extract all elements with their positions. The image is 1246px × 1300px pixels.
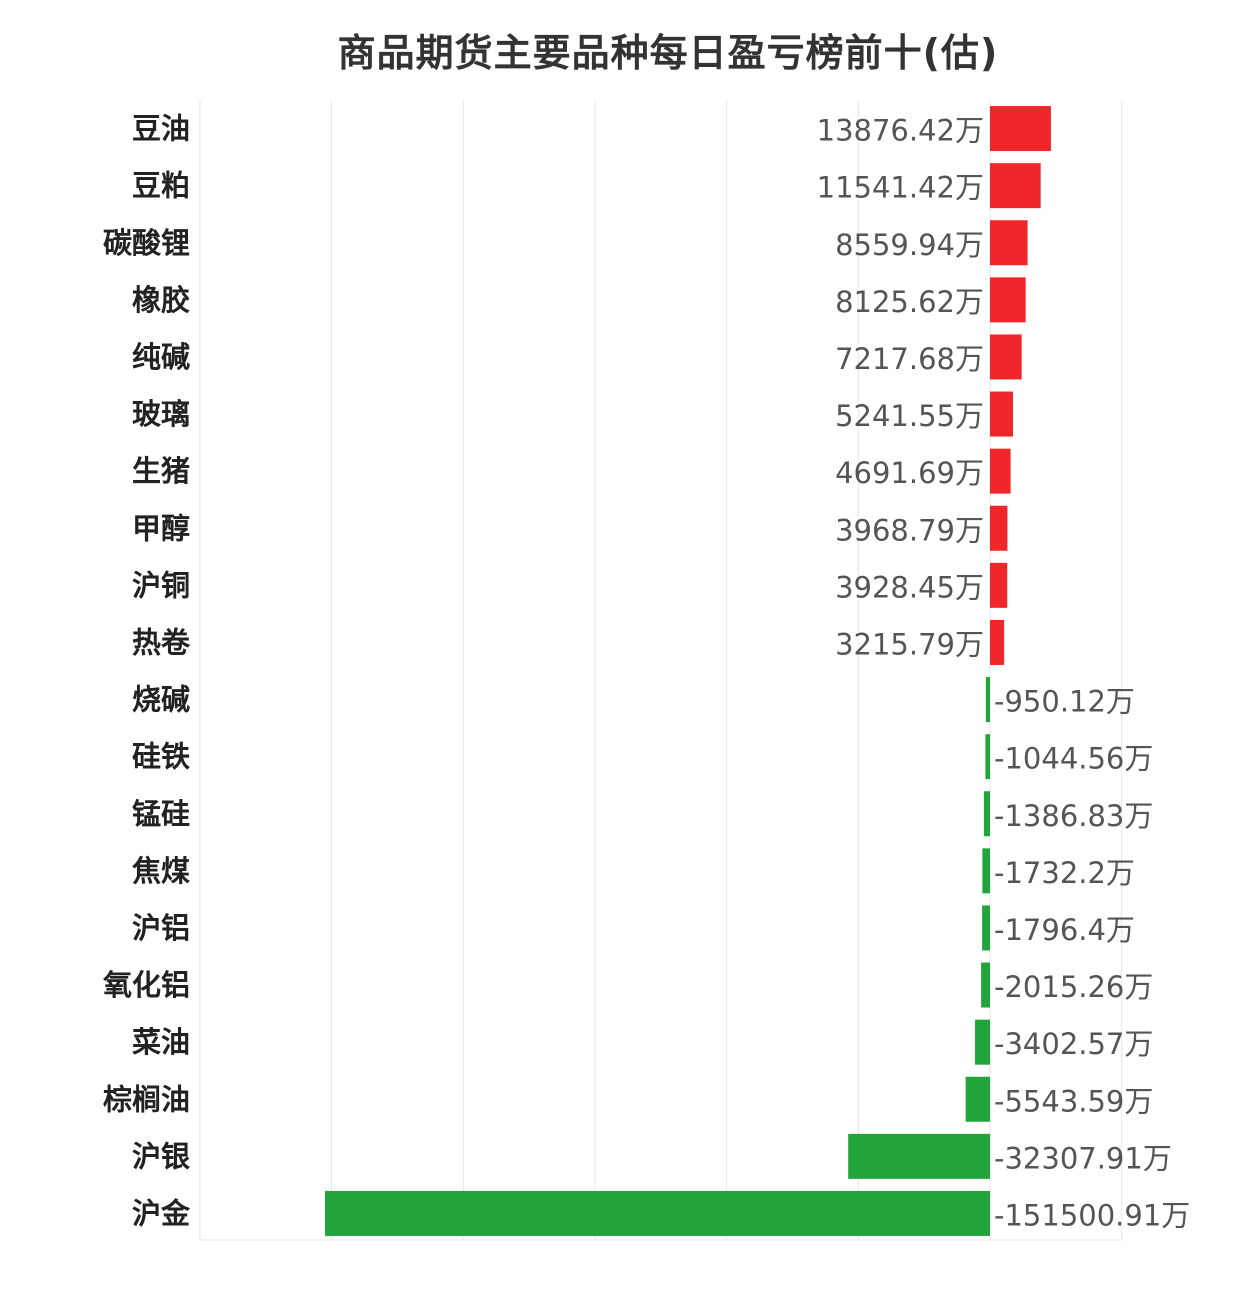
category-label-6: 生猪	[132, 454, 190, 488]
value-label-7: 3968.79万	[835, 513, 984, 547]
category-label-18: 沪银	[132, 1139, 190, 1173]
bar-17	[965, 1076, 990, 1122]
bar-10	[985, 677, 990, 723]
bar-8	[990, 562, 1008, 608]
category-label-19: 沪金	[132, 1196, 191, 1230]
value-label-13: -1732.2万	[994, 856, 1135, 890]
value-label-18: -32307.91万	[994, 1141, 1172, 1175]
value-label-0: 13876.42万	[817, 114, 984, 148]
bar-19	[325, 1190, 990, 1236]
category-label-12: 锰硅	[132, 797, 190, 831]
bar-18	[848, 1133, 990, 1179]
category-label-17: 棕榈油	[103, 1082, 190, 1116]
chart-title: 商品期货主要品种每日盈亏榜前十(估)	[337, 31, 999, 75]
value-label-10: -950.12万	[994, 685, 1135, 719]
bar-16	[975, 1019, 990, 1065]
value-label-4: 7217.68万	[835, 342, 984, 376]
bar-5	[990, 391, 1014, 437]
category-label-16: 菜油	[132, 1025, 190, 1059]
value-label-16: -3402.57万	[994, 1027, 1153, 1061]
category-label-9: 热卷	[132, 625, 191, 659]
category-label-8: 沪铜	[132, 568, 190, 602]
bar-15	[981, 962, 990, 1008]
bar-2	[990, 220, 1028, 266]
bar-3	[990, 277, 1026, 323]
value-label-6: 4691.69万	[835, 456, 984, 490]
bar-7	[990, 505, 1008, 551]
bar-0	[990, 106, 1051, 152]
bar-4	[990, 334, 1022, 380]
value-label-3: 8125.62万	[835, 285, 984, 319]
value-label-17: -5543.59万	[994, 1084, 1153, 1118]
category-label-13: 焦煤	[132, 854, 190, 888]
category-label-1: 豆粕	[132, 169, 190, 203]
category-label-14: 沪铝	[132, 911, 190, 945]
value-label-1: 11541.42万	[817, 171, 984, 205]
bar-13	[982, 848, 990, 894]
category-label-10: 烧碱	[132, 683, 190, 717]
bar-1	[990, 163, 1041, 209]
bar-6	[990, 448, 1011, 494]
value-label-11: -1044.56万	[994, 742, 1153, 776]
category-label-15: 氧化铝	[102, 968, 190, 1002]
value-label-15: -2015.26万	[994, 970, 1153, 1004]
value-label-12: -1386.83万	[994, 799, 1153, 833]
category-label-3: 橡胶	[132, 283, 190, 317]
bar-12	[983, 791, 990, 837]
value-label-2: 8559.94万	[835, 228, 984, 262]
category-label-0: 豆油	[132, 112, 190, 146]
bar-14	[982, 905, 990, 951]
bar-9	[990, 619, 1005, 665]
category-label-7: 甲醇	[132, 511, 190, 545]
bar-11	[985, 734, 990, 780]
value-label-9: 3215.79万	[835, 627, 984, 661]
value-label-5: 5241.55万	[835, 399, 984, 433]
category-label-11: 硅铁	[132, 740, 190, 774]
value-label-14: -1796.4万	[994, 913, 1135, 947]
category-label-2: 碳酸锂	[103, 226, 190, 260]
value-label-19: -151500.91万	[994, 1198, 1190, 1232]
category-label-5: 玻璃	[132, 397, 190, 431]
value-label-8: 3928.45万	[835, 570, 984, 604]
category-label-4: 纯碱	[132, 340, 190, 374]
